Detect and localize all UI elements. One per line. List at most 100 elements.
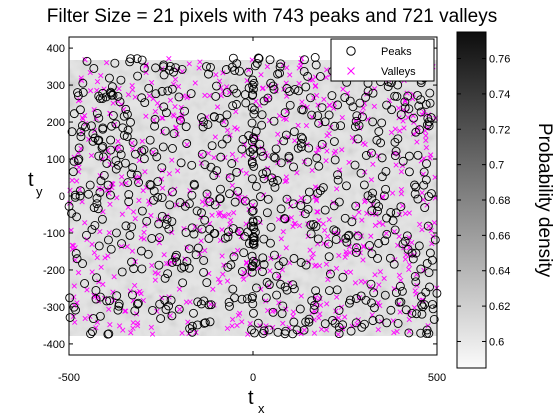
peak-point (197, 208, 206, 218)
peak-point (164, 301, 174, 311)
valley-point (105, 253, 111, 259)
valley-point (142, 169, 148, 175)
valley-point (316, 217, 322, 224)
peak-point (314, 161, 324, 171)
valley-point (224, 325, 231, 331)
peak-point (275, 62, 285, 72)
peak-point (182, 257, 192, 266)
peak-point (299, 66, 309, 76)
peak-point (153, 177, 163, 187)
peak-point (268, 81, 278, 91)
valley-point (321, 227, 328, 234)
peak-point (155, 299, 165, 309)
valley-point (164, 213, 170, 219)
peak-point (313, 188, 323, 198)
peak-point (424, 121, 434, 131)
peak-point (404, 104, 414, 114)
peak-point (259, 260, 269, 269)
valley-point (152, 270, 158, 276)
valley-point (390, 318, 396, 324)
peak-point (165, 200, 175, 210)
peak-point (263, 194, 273, 204)
peak-point (73, 91, 83, 101)
valley-point (129, 140, 135, 146)
peak-point (160, 126, 170, 136)
peak-point (342, 237, 352, 247)
valley-point (406, 328, 412, 334)
valley-point (372, 287, 379, 293)
peak-point (423, 221, 433, 231)
valley-point (326, 217, 332, 223)
valley-point (94, 255, 100, 261)
valley-point (148, 324, 154, 330)
peak-point (276, 279, 285, 289)
valley-point (331, 101, 338, 107)
peak-point (202, 278, 212, 288)
peak-point (101, 92, 111, 102)
valley-point (179, 330, 185, 336)
colorbar-tick-label: 0.76 (489, 54, 510, 66)
valley-point (172, 76, 179, 82)
valley-point (227, 132, 233, 138)
valley-point (158, 176, 165, 182)
valley-point (398, 277, 404, 283)
peak-point (137, 55, 147, 65)
peak-point (334, 305, 344, 315)
valley-point (398, 191, 405, 197)
peak-point (228, 284, 238, 294)
peak-point (145, 179, 155, 189)
legend-peaks-label: Peaks (381, 46, 412, 58)
peak-point (205, 317, 215, 327)
peak-point (200, 215, 210, 225)
peak-point (382, 318, 392, 328)
peak-point (285, 100, 295, 110)
peak-point (363, 86, 373, 96)
valley-point (398, 169, 405, 175)
peak-point (251, 181, 261, 191)
valley-point (141, 229, 147, 235)
peak-point (259, 326, 269, 336)
plot-area: -500 0 500 -400 -300 -200 -100 0 100 200 300 400 (43, 36, 446, 384)
valley-point (130, 320, 136, 326)
valley-point (381, 275, 387, 282)
valley-point (267, 268, 273, 274)
peak-point (334, 329, 344, 339)
valley-point (360, 257, 366, 263)
valley-point (226, 211, 232, 218)
peak-point (282, 84, 292, 93)
legend-valleys-label: Valleys (381, 66, 416, 78)
peak-point (168, 144, 177, 153)
valley-point (118, 243, 125, 250)
peak-point (256, 192, 265, 202)
valley-point (115, 138, 121, 144)
valley-point (296, 80, 302, 87)
peak-point (393, 319, 403, 328)
valley-point (388, 129, 395, 136)
peak-point (65, 293, 75, 303)
valley-point (282, 178, 288, 185)
peak-point (368, 88, 378, 98)
chart-title: Filter Size = 21 pixels with 743 peaks a… (47, 6, 497, 27)
peak-point (391, 208, 401, 218)
valley-point (247, 321, 253, 327)
peak-point (350, 160, 360, 170)
valley-point (240, 152, 246, 158)
peak-point (152, 152, 162, 162)
peak-point (207, 141, 217, 151)
y-tick-label: -300 (43, 302, 65, 314)
peak-point (157, 193, 167, 203)
valley-point (315, 147, 321, 153)
peak-point (338, 320, 348, 330)
valley-point (202, 247, 208, 254)
valley-point (234, 322, 240, 329)
valley-point (296, 223, 303, 229)
valley-point (419, 190, 425, 196)
peak-point (252, 283, 261, 293)
valley-point (119, 174, 125, 180)
valley-point (133, 311, 140, 317)
peak-point (84, 189, 93, 199)
peak-point (182, 139, 192, 148)
valley-point (389, 190, 396, 196)
valley-point (239, 319, 245, 325)
peak-point (247, 103, 257, 113)
